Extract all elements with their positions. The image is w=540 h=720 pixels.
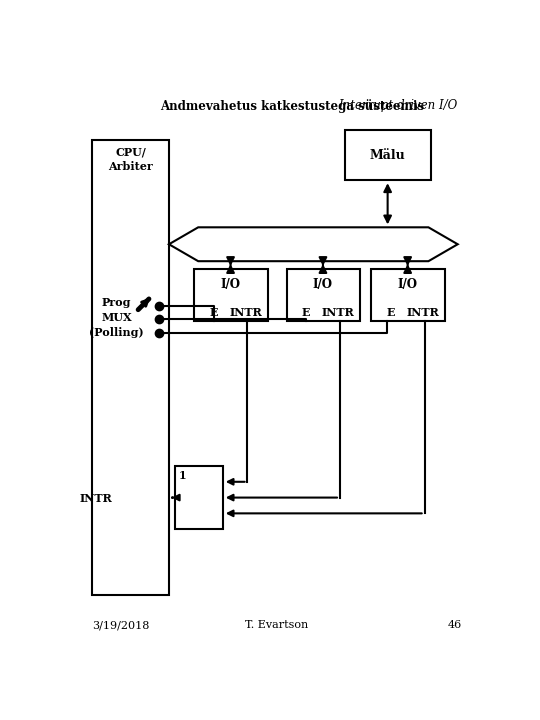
- Text: INTR: INTR: [322, 307, 355, 318]
- Text: I/O: I/O: [313, 278, 333, 291]
- Text: 46: 46: [447, 621, 462, 631]
- Polygon shape: [169, 228, 458, 261]
- Text: T. Evartson: T. Evartson: [245, 621, 308, 631]
- Text: INTR: INTR: [407, 307, 440, 318]
- Bar: [92, 140, 169, 595]
- Bar: [287, 269, 360, 321]
- Text: Mälu: Mälu: [370, 149, 406, 162]
- Text: I/O: I/O: [220, 278, 240, 291]
- Text: Interrupt-driven I/O: Interrupt-driven I/O: [339, 99, 457, 112]
- Text: E: E: [302, 307, 310, 318]
- Text: E: E: [387, 307, 395, 318]
- Text: INTR: INTR: [80, 493, 113, 504]
- Bar: [345, 130, 431, 180]
- Text: Prog
MUX
(Polling): Prog MUX (Polling): [89, 297, 144, 338]
- Bar: [194, 269, 267, 321]
- Bar: [175, 466, 223, 529]
- Text: CPU/
Arbiter: CPU/ Arbiter: [108, 147, 153, 172]
- Text: I/O: I/O: [397, 278, 417, 291]
- Bar: [372, 269, 444, 321]
- Text: Andmevahetus katkestustega süsteemis: Andmevahetus katkestustega süsteemis: [160, 99, 428, 112]
- Text: INTR: INTR: [230, 307, 262, 318]
- Text: 3/19/2018: 3/19/2018: [92, 621, 150, 631]
- Text: 1: 1: [178, 469, 186, 481]
- Text: E: E: [210, 307, 218, 318]
